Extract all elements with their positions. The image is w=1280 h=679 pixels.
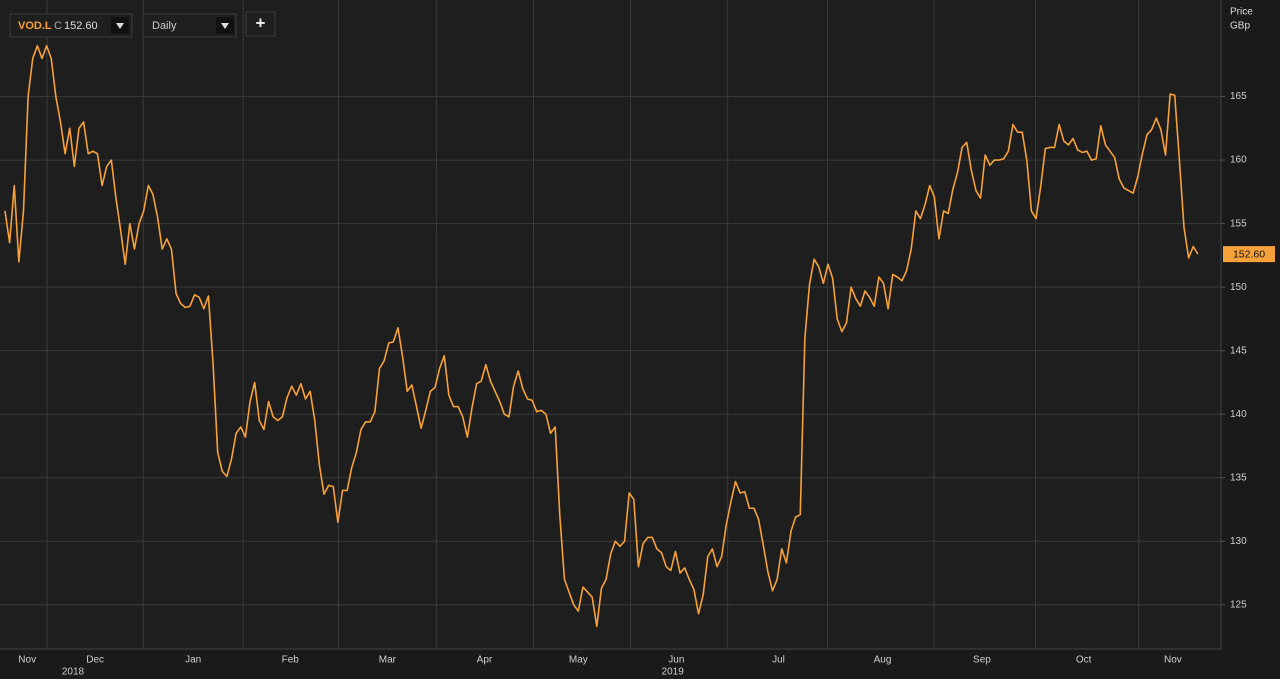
x-tick-label: Oct (1076, 655, 1092, 666)
y-tick-label: 155 (1230, 218, 1247, 229)
y-tick-label: 165 (1230, 91, 1247, 102)
y-tick-label: 135 (1230, 472, 1247, 483)
x-tick-label: Feb (282, 655, 300, 666)
x-tick-label: Nov (18, 655, 36, 666)
year-label: 2019 (662, 667, 685, 678)
ticker: VOD.L (18, 20, 52, 32)
ticker-selector[interactable]: VOD.L C 152.60 (9, 13, 133, 38)
x-tick-label: Dec (86, 655, 104, 666)
add-button[interactable] (245, 11, 276, 37)
interval-box[interactable] (142, 13, 237, 38)
x-tick-label: Aug (874, 655, 892, 666)
plot-area (0, 0, 1221, 649)
price-line (4, 44, 1199, 628)
x-tick-label: Nov (1164, 655, 1182, 666)
dropdown-arrow (116, 23, 124, 29)
y-tick-label: 140 (1230, 409, 1247, 420)
last-price-label: 152.60 (1233, 248, 1265, 260)
y-tick-label: 160 (1230, 155, 1247, 166)
x-tick-label: Jun (668, 655, 684, 666)
interval-selector[interactable]: Daily (142, 13, 237, 38)
x-tick-label: Apr (477, 655, 493, 666)
ticker-box[interactable] (9, 13, 133, 38)
x-tick-label: May (569, 655, 588, 666)
last-price-box (1223, 246, 1275, 263)
dropdown-arrow (221, 23, 229, 29)
interval: Daily (152, 20, 177, 32)
y-tick-label: 145 (1230, 345, 1247, 356)
year-label: 2018 (62, 667, 85, 678)
x-tick-label: Mar (379, 655, 397, 666)
quote: 152.60 (64, 20, 98, 32)
x-tick-label: Jul (772, 655, 785, 666)
y-tick-label: 130 (1230, 536, 1247, 547)
y-axis-title: Price (1230, 7, 1253, 18)
y-tick-label: 125 (1230, 599, 1247, 610)
x-tick-label: Sep (973, 655, 991, 666)
y-tick-label: 150 (1230, 282, 1247, 293)
y-axis-unit: GBp (1230, 21, 1250, 32)
plot (4, 44, 1199, 628)
grid (0, 0, 1221, 648)
add-label: + (256, 13, 266, 32)
x-tick-label: Jan (185, 655, 201, 666)
quote-prefix: C (54, 20, 62, 32)
